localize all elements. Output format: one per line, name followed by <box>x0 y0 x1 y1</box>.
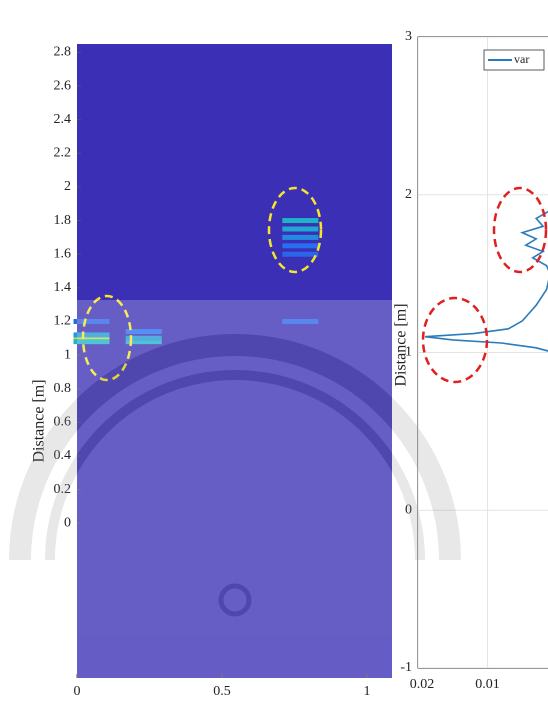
x-tick-label: 0.02 <box>410 677 435 692</box>
heatmap-cell <box>73 339 110 345</box>
y-tick-label: 0.6 <box>54 415 72 430</box>
heatmap-background <box>77 44 392 678</box>
line-plot: var <box>418 37 548 668</box>
y-tick-label: 0 <box>64 516 71 531</box>
y-tick-label: 1 <box>405 345 412 360</box>
x-tick-label: 1 <box>364 684 371 699</box>
y-tick-label: 0.8 <box>54 381 72 396</box>
y-tick-label: 2.4 <box>54 112 72 127</box>
x-tick-label: 0.01 <box>475 677 500 692</box>
x-tick-label: 0 <box>74 684 81 699</box>
annotation-ellipse <box>81 294 133 382</box>
heatmap-cell <box>282 243 319 249</box>
y-tick-label: 2.6 <box>54 78 72 93</box>
heatmap-cell <box>282 234 319 240</box>
watermark <box>9 300 461 678</box>
legend-label: var <box>514 52 529 66</box>
y-tick-label: 1.4 <box>54 280 72 295</box>
data-line <box>424 210 548 352</box>
y-tick-label: 2.8 <box>54 45 72 60</box>
heatmap-cell <box>282 251 319 257</box>
heatmap-cell <box>73 335 110 341</box>
heatmap-cell <box>125 329 162 335</box>
annotation-ellipse <box>421 296 489 384</box>
y-tick-label: 0.2 <box>54 482 72 497</box>
y-tick-label: 1.2 <box>54 314 72 329</box>
y-tick-label: 0 <box>405 502 412 517</box>
y-tick-label: 2 <box>405 187 412 202</box>
y-tick-label: 2 <box>64 179 71 194</box>
heatmap-cell <box>125 339 162 345</box>
heatmap-cell <box>73 332 110 338</box>
y-axis-label: Distance [m] <box>31 379 48 462</box>
heatmap-cell <box>73 318 110 324</box>
annotation-ellipse <box>492 186 548 274</box>
heatmap-cell <box>282 318 319 324</box>
x-tick-label: 0.5 <box>213 684 231 699</box>
annotation-ellipse <box>267 186 323 274</box>
heatmap <box>73 218 319 345</box>
heatmap-cell <box>125 335 162 341</box>
y-tick-label: 3 <box>405 29 412 44</box>
y-tick-label: -1 <box>400 660 412 675</box>
ticks: 0 0.2 0.4 0.6 0.8 1 1.2 1.4 1.6 1.8 2 2.2 2.4 2.6 2.8 0… <box>31 29 500 699</box>
heatmap-cell <box>282 218 319 224</box>
y-tick-label: 1.6 <box>54 246 72 261</box>
y-tick-label: 1 <box>64 347 71 362</box>
y-tick-label: 0.4 <box>54 448 72 463</box>
y-axis-label: Distance [m] <box>393 303 410 386</box>
y-tick-label: 1.8 <box>54 213 72 228</box>
y-tick-label: 2.2 <box>54 146 72 161</box>
heatmap-cell <box>282 226 319 232</box>
legend-box <box>483 49 545 71</box>
